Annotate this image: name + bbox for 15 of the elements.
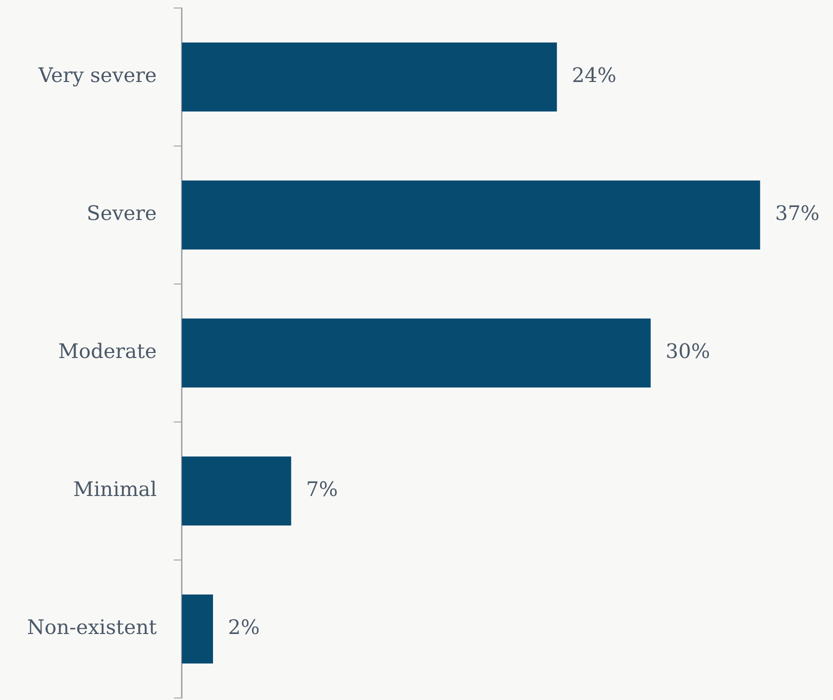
y-tick-label: Severe (86, 201, 157, 226)
bar (182, 594, 214, 664)
bar (182, 456, 292, 526)
bar (182, 42, 557, 112)
data-label: 30% (666, 339, 710, 364)
y-tick-label: Minimal (73, 477, 157, 502)
bar (182, 318, 651, 388)
y-tick-label: Non-existent (26, 615, 157, 640)
bar (182, 180, 760, 250)
data-label: 24% (572, 63, 616, 88)
data-label: 37% (775, 201, 820, 226)
y-tick-label: Very severe (37, 63, 157, 88)
data-label: 2% (228, 615, 260, 640)
data-label: 7% (306, 477, 338, 502)
y-tick-label: Moderate (58, 339, 157, 364)
